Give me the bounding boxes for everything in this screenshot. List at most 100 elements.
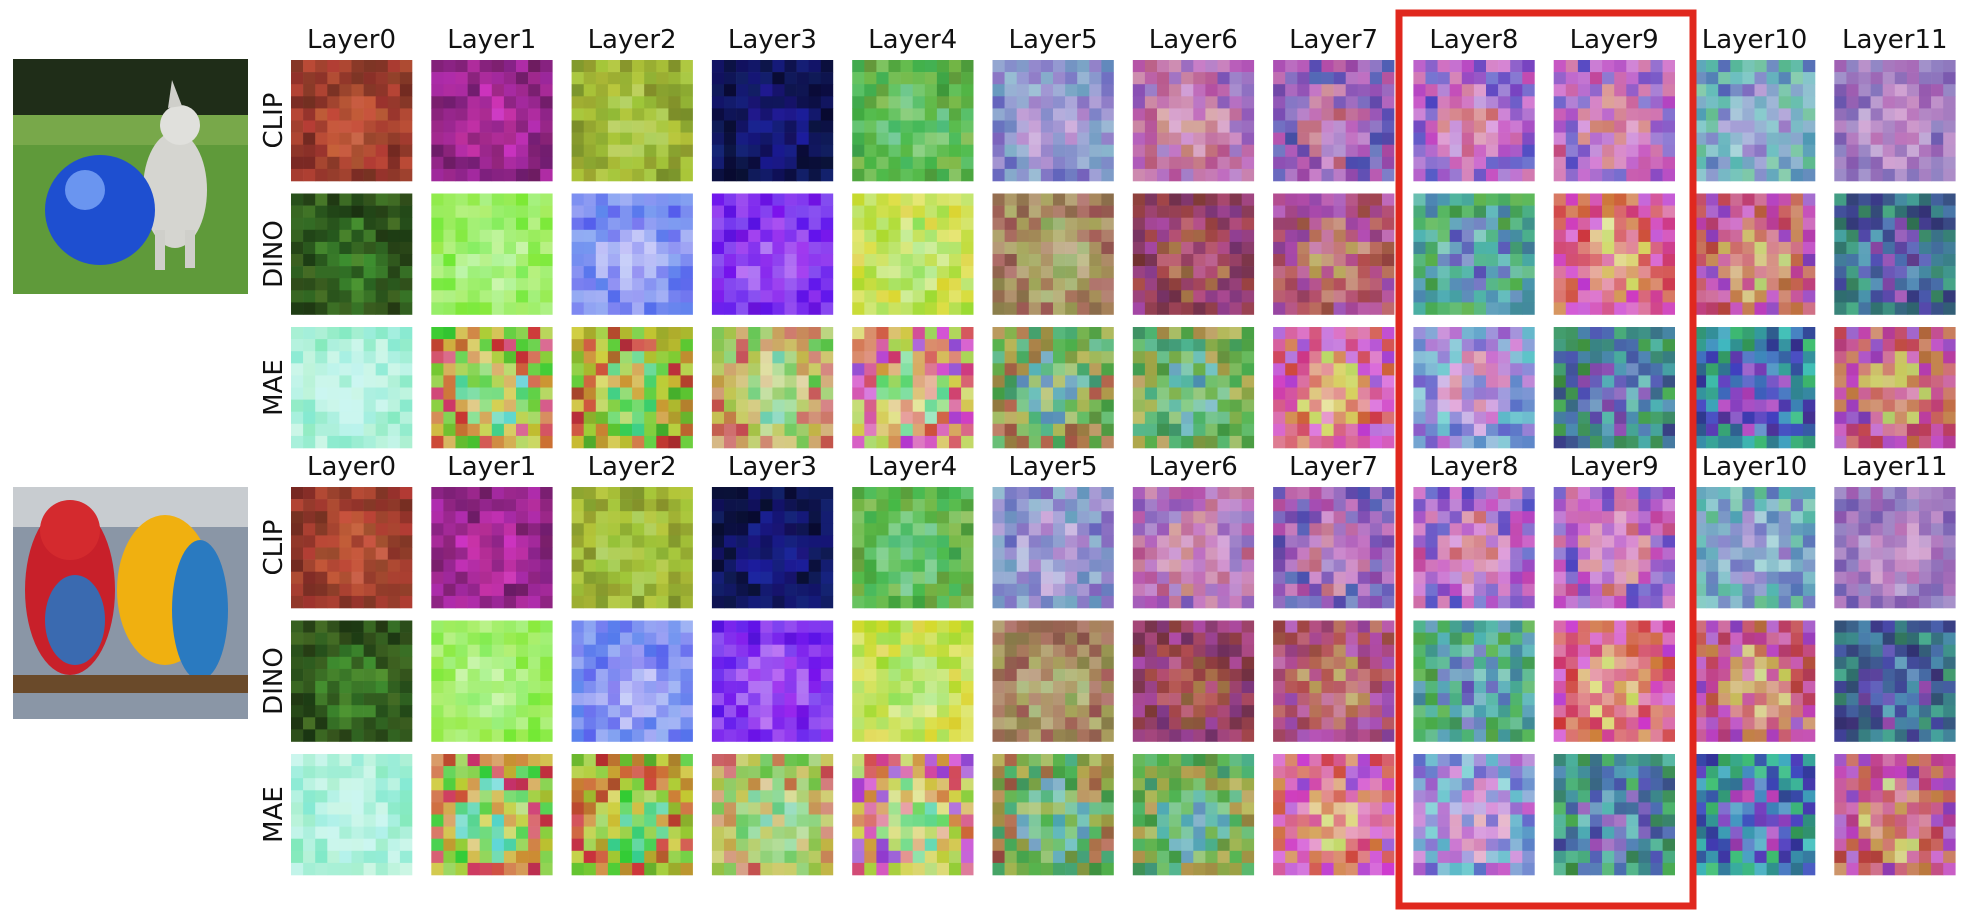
patch xyxy=(491,559,505,572)
patch xyxy=(1858,499,1871,512)
patch xyxy=(1413,423,1426,437)
patch xyxy=(351,656,364,670)
patch xyxy=(1077,132,1090,145)
patch xyxy=(1931,559,1944,572)
patch xyxy=(1510,193,1523,206)
patch xyxy=(1241,411,1255,425)
patch xyxy=(339,96,352,109)
patch xyxy=(1016,302,1030,315)
patch xyxy=(1846,60,1859,73)
patch xyxy=(327,302,340,315)
patch xyxy=(1369,435,1383,449)
patch xyxy=(339,254,352,267)
patch xyxy=(607,302,621,315)
patch xyxy=(339,302,352,315)
patch xyxy=(724,144,737,158)
patch xyxy=(632,132,645,145)
patch xyxy=(1894,499,1908,512)
patch xyxy=(1369,571,1383,585)
patch xyxy=(1217,108,1230,121)
patch xyxy=(1834,499,1847,512)
patch xyxy=(1004,571,1017,585)
patch xyxy=(1285,363,1298,376)
patch xyxy=(620,523,633,536)
patch xyxy=(315,96,328,109)
patch xyxy=(748,144,761,158)
patch xyxy=(303,375,316,388)
column-label: Layer5 xyxy=(1008,452,1097,482)
patch xyxy=(1077,217,1090,231)
patch xyxy=(1919,156,1932,170)
patch xyxy=(1425,229,1438,243)
patch xyxy=(1650,411,1663,425)
patch xyxy=(1004,205,1017,218)
patch xyxy=(1144,399,1158,412)
feature-map xyxy=(852,487,974,609)
patch xyxy=(540,168,553,182)
patch xyxy=(443,193,456,206)
patch xyxy=(479,241,493,255)
patch xyxy=(1626,535,1639,548)
patch xyxy=(491,583,505,597)
patch xyxy=(1016,375,1030,388)
patch xyxy=(1882,595,1896,609)
patch xyxy=(1321,229,1334,243)
patch xyxy=(1694,487,1707,500)
patch xyxy=(1858,72,1871,85)
patch xyxy=(363,387,376,400)
patch xyxy=(864,217,877,231)
patch xyxy=(1846,559,1859,572)
patch xyxy=(724,595,737,609)
patch xyxy=(1778,217,1792,231)
patch xyxy=(1706,327,1719,340)
patch xyxy=(399,193,413,206)
patch xyxy=(736,375,749,388)
patch xyxy=(1357,535,1371,548)
patch xyxy=(315,302,328,315)
patch xyxy=(1449,266,1463,279)
patch xyxy=(1193,302,1206,315)
patch xyxy=(351,339,364,352)
patch xyxy=(1778,193,1792,206)
patch xyxy=(503,302,517,315)
patch xyxy=(1590,487,1603,500)
patch xyxy=(1638,205,1651,218)
patch xyxy=(528,363,541,376)
patch xyxy=(1858,205,1871,218)
patch xyxy=(1016,423,1030,437)
patch xyxy=(1309,108,1322,121)
patch xyxy=(467,84,480,97)
patch xyxy=(961,411,974,425)
patch xyxy=(540,217,553,231)
patch xyxy=(711,229,725,243)
patch xyxy=(936,132,950,145)
patch xyxy=(339,168,352,182)
patch xyxy=(1706,559,1719,572)
patch xyxy=(748,120,761,133)
patch xyxy=(1742,302,1755,315)
patch xyxy=(1449,387,1463,400)
patch xyxy=(772,108,785,121)
patch xyxy=(1894,327,1908,340)
patch xyxy=(1369,120,1383,133)
patch xyxy=(1413,583,1426,597)
patch xyxy=(808,120,822,133)
patch xyxy=(1089,363,1102,376)
patch xyxy=(571,217,584,231)
patch xyxy=(571,327,584,340)
patch xyxy=(1943,595,1956,609)
patch xyxy=(796,375,809,388)
patch xyxy=(1357,168,1371,182)
patch xyxy=(1778,547,1792,560)
feature-map xyxy=(992,487,1114,609)
patch xyxy=(888,241,901,255)
patch xyxy=(1157,387,1170,400)
patch xyxy=(1028,571,1042,585)
patch xyxy=(1626,60,1639,73)
patch xyxy=(1834,108,1847,121)
patch xyxy=(1169,523,1182,536)
patch xyxy=(1345,499,1359,512)
patch xyxy=(315,717,328,730)
patch xyxy=(1778,387,1792,400)
patch xyxy=(1333,278,1346,291)
